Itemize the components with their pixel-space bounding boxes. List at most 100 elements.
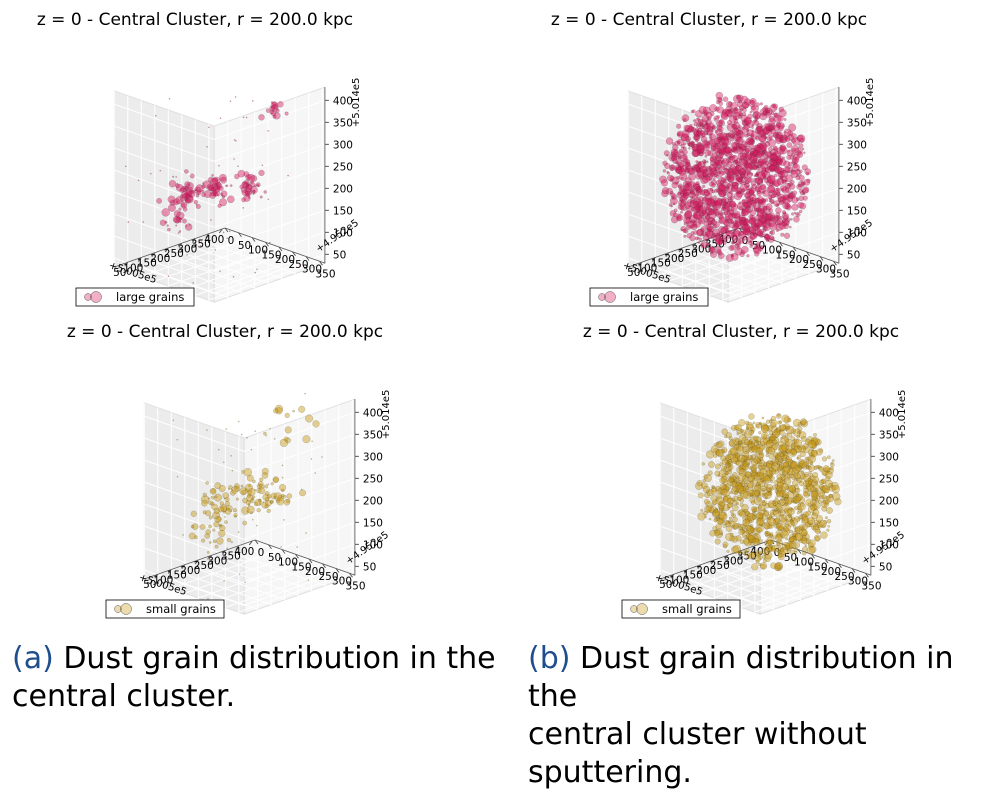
data-point	[721, 458, 729, 465]
data-point	[691, 191, 695, 195]
data-point	[748, 535, 756, 543]
data-point	[722, 523, 727, 528]
data-point	[805, 510, 811, 517]
data-point	[250, 511, 253, 515]
data-point	[797, 502, 806, 511]
data-point	[745, 163, 753, 171]
data-point	[789, 225, 792, 229]
y-tick	[292, 251, 296, 257]
data-point	[715, 496, 724, 505]
data-point	[730, 203, 739, 211]
z-tick-label: 200	[333, 183, 353, 195]
data-point	[722, 241, 727, 245]
data-point	[723, 513, 727, 516]
data-point	[237, 165, 239, 167]
data-point	[818, 491, 822, 495]
data-point	[778, 109, 787, 118]
grid-line	[157, 407, 269, 585]
data-point	[801, 181, 806, 186]
data-point	[771, 236, 775, 240]
data-point	[708, 246, 714, 252]
z-tick-label: 400	[333, 95, 353, 107]
data-point	[777, 115, 784, 122]
data-point	[736, 242, 741, 247]
data-point	[256, 508, 261, 513]
x-tick-label: 100	[637, 262, 657, 274]
data-point	[702, 172, 708, 177]
data-point	[180, 197, 185, 202]
data-point	[797, 461, 806, 469]
data-point	[714, 117, 717, 121]
data-point	[206, 183, 215, 192]
x-tick	[191, 238, 196, 243]
data-point	[829, 466, 834, 471]
data-point	[779, 490, 786, 497]
data-point	[736, 94, 741, 100]
data-point	[797, 445, 801, 449]
data-point	[767, 146, 773, 152]
data-point	[811, 449, 818, 457]
legend-marker	[636, 603, 648, 615]
data-point	[769, 487, 773, 490]
data-point	[747, 533, 755, 541]
data-point	[765, 166, 772, 174]
data-point	[738, 529, 745, 536]
data-point	[757, 487, 762, 492]
data-point	[751, 123, 755, 127]
data-point	[269, 110, 274, 115]
data-point	[684, 177, 692, 185]
data-point	[180, 201, 188, 209]
data-point	[179, 188, 185, 193]
data-point	[754, 453, 758, 457]
data-point	[758, 207, 765, 214]
y-tick-label: 250	[802, 259, 822, 271]
data-point	[310, 458, 313, 460]
grid-line	[660, 477, 872, 518]
data-point	[283, 499, 290, 506]
data-point	[718, 152, 724, 158]
grid-line	[127, 95, 239, 273]
data-point	[802, 550, 807, 556]
data-point	[714, 211, 720, 217]
data-point	[708, 176, 713, 181]
data-point	[788, 536, 795, 543]
data-point	[726, 185, 730, 189]
data-point	[771, 433, 776, 439]
data-point	[703, 141, 710, 149]
data-point	[237, 531, 240, 533]
data-point	[695, 138, 699, 143]
data-point	[785, 518, 789, 521]
y-tick-label: 300	[302, 264, 322, 276]
data-point	[175, 224, 178, 227]
data-point	[716, 148, 722, 154]
data-point	[737, 486, 747, 495]
data-point	[749, 167, 753, 171]
data-point	[727, 506, 730, 510]
grid-line	[144, 521, 356, 562]
data-point	[769, 533, 774, 538]
data-point	[741, 463, 749, 471]
legend-box	[105, 599, 225, 619]
data-point	[787, 458, 791, 462]
data-point	[763, 461, 768, 466]
data-point	[765, 453, 769, 457]
data-point	[744, 176, 752, 184]
data-point	[826, 528, 830, 532]
data-point	[714, 538, 721, 545]
data-point	[697, 187, 702, 193]
data-point	[787, 134, 795, 141]
data-point	[208, 500, 214, 506]
data-point	[703, 160, 707, 163]
data-point	[213, 521, 220, 528]
data-point	[267, 483, 270, 485]
y-tick-label: 350	[861, 580, 881, 592]
grid	[143, 400, 356, 613]
data-point	[670, 204, 673, 208]
data-point	[746, 426, 750, 431]
z-offset-label: +5.014e5	[865, 78, 876, 128]
data-point	[755, 224, 758, 228]
data-point	[675, 215, 682, 222]
data-point	[753, 120, 760, 126]
data-point	[762, 226, 768, 232]
data-point	[717, 440, 725, 448]
